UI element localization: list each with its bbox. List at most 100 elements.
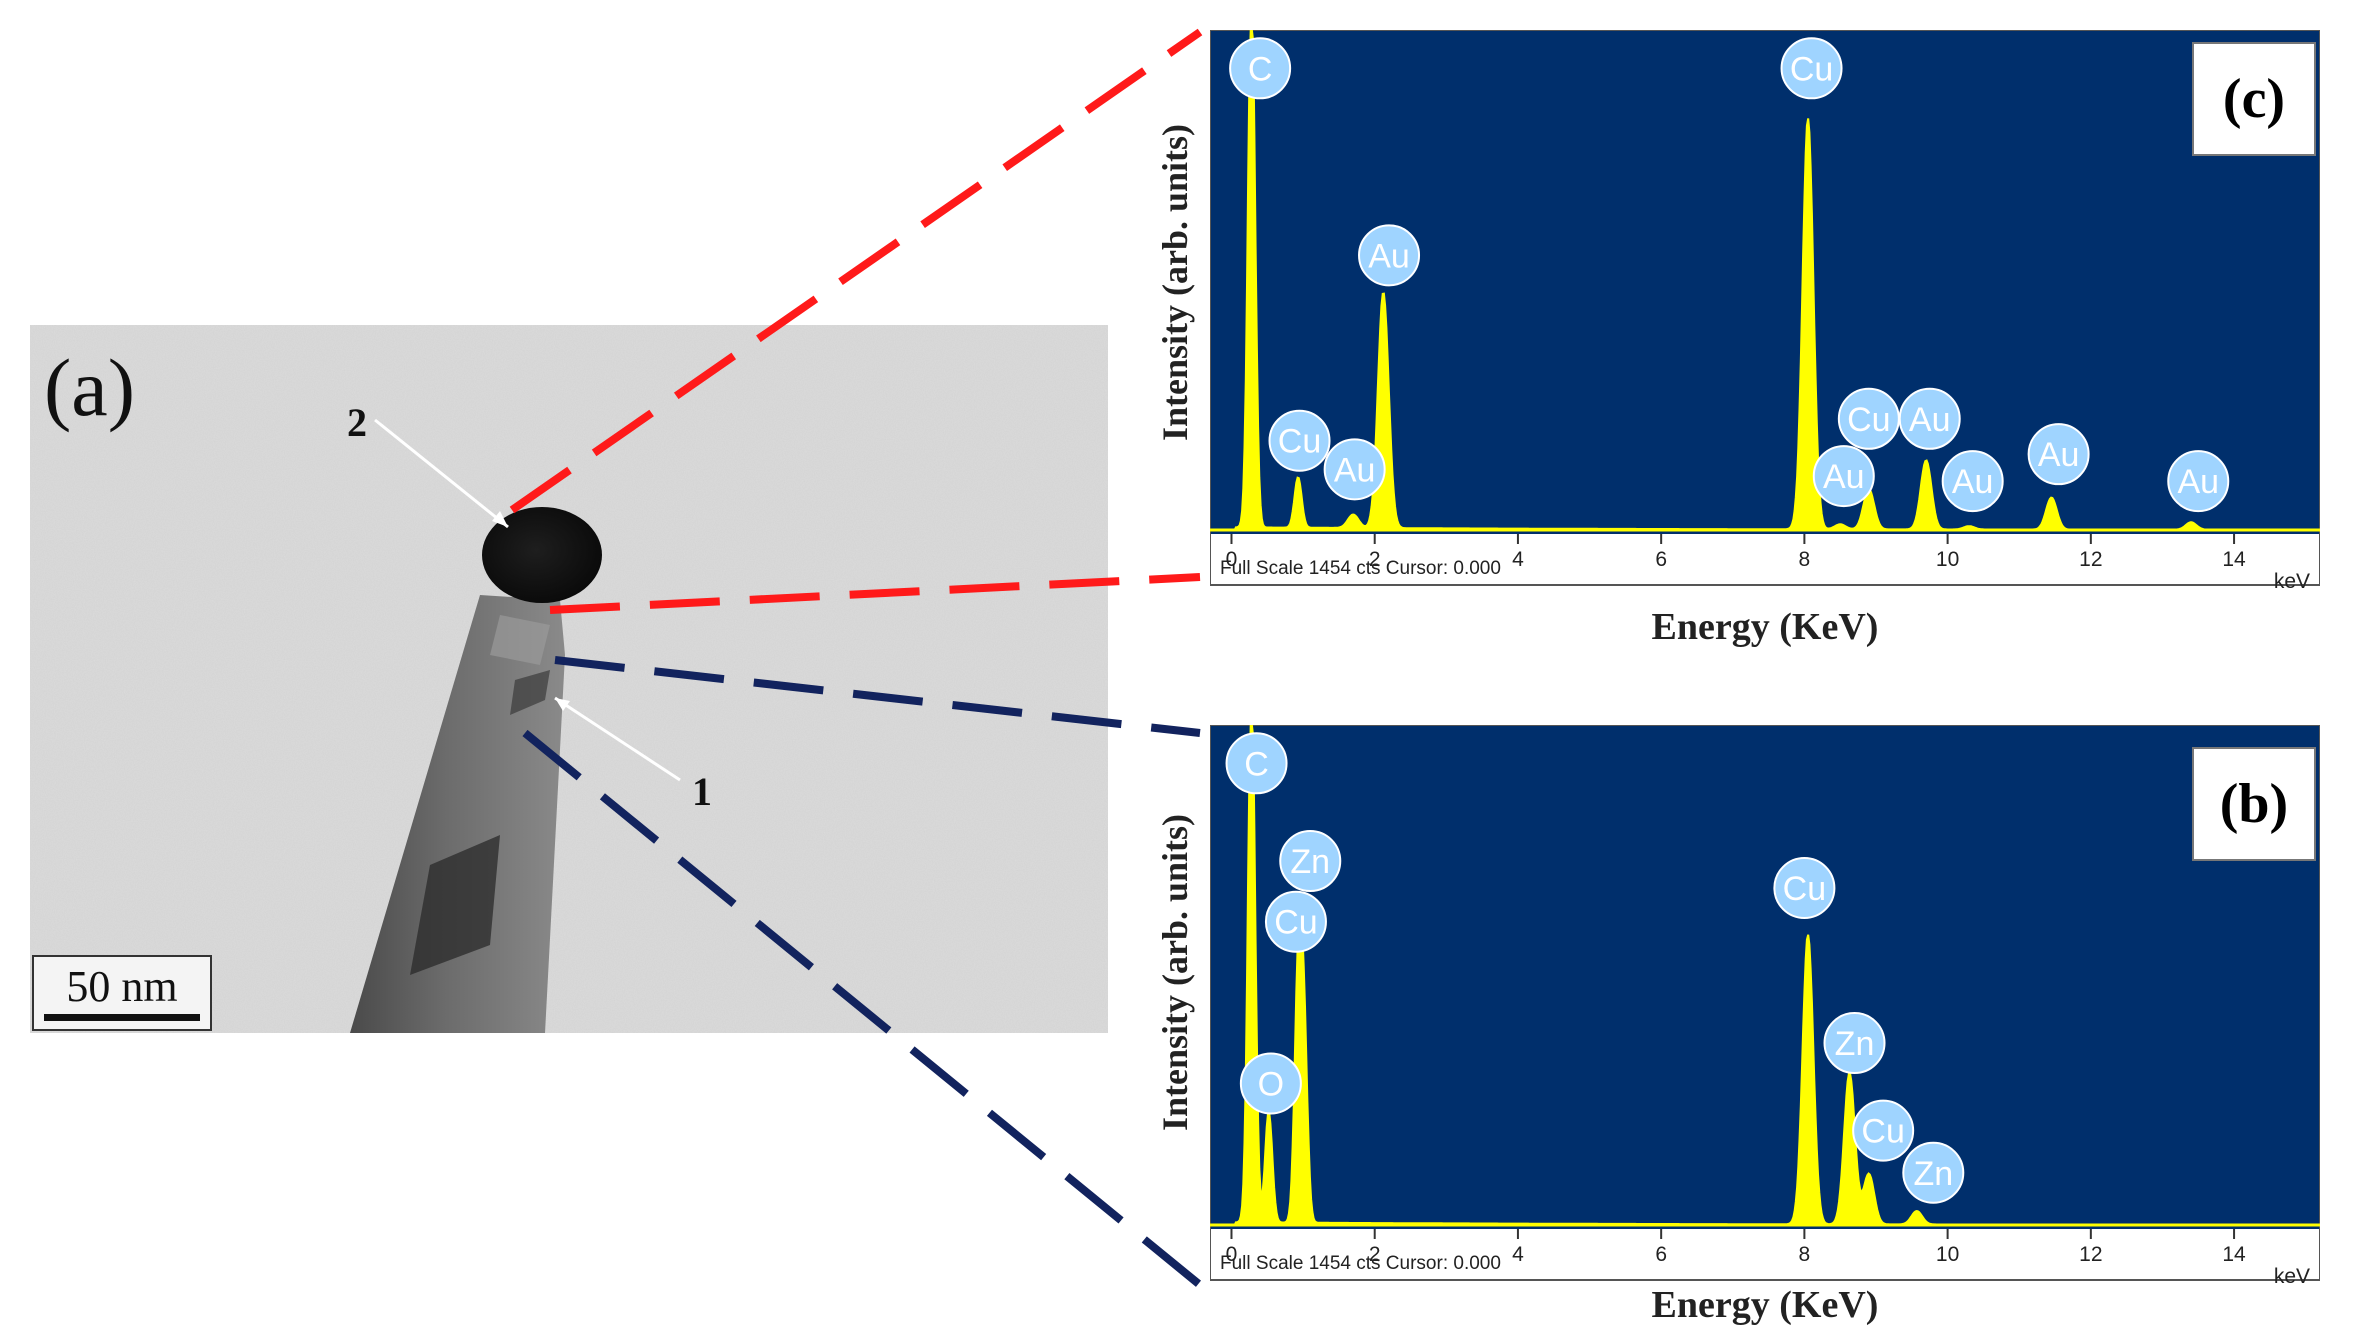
peak-badge-label: Au xyxy=(1368,237,1410,275)
peak-point-Au xyxy=(2050,497,2052,499)
x-tick-label: 4 xyxy=(1512,1243,1524,1266)
peak-badge-Zn: Zn xyxy=(1823,1012,1886,1075)
peak-badge-Cu: Cu xyxy=(1773,856,1836,919)
peak-badge-label: C xyxy=(1248,50,1273,88)
peak-point-Au xyxy=(1968,526,1970,528)
peak-point-Zn xyxy=(1916,1211,1918,1213)
scale-bar-line xyxy=(44,1014,200,1021)
peak-badge-label: Zn xyxy=(1835,1025,1875,1063)
plot-background xyxy=(1210,725,2320,1280)
peak-point-Zn xyxy=(1303,1035,1305,1037)
peak-badge-Zn: Zn xyxy=(1279,830,1342,893)
x-unit-label: keV xyxy=(2274,1265,2310,1288)
peak-badge-label: Cu xyxy=(1790,50,1833,88)
red-callout-top xyxy=(509,28,1203,514)
x-tick-label: 14 xyxy=(2222,548,2246,571)
scale-bar: 50 nm xyxy=(32,955,212,1031)
peak-badge-label: Cu xyxy=(1783,870,1826,908)
tem-background xyxy=(30,325,1108,1033)
peak-badge-Cu: Cu xyxy=(1852,1099,1915,1162)
nanowire-dark-band xyxy=(410,835,500,975)
x-tick-label: 6 xyxy=(1655,548,1667,571)
blue-callout-bottom xyxy=(522,729,1203,1289)
peak-point-Cu xyxy=(1807,118,1809,120)
x-tick-label: 10 xyxy=(1936,548,1959,571)
scale-bar-label: 50 nm xyxy=(66,962,178,1011)
peak-badge-Cu: Cu xyxy=(1268,409,1331,472)
peak-badge-Zn: Zn xyxy=(1902,1141,1965,1204)
red-callout-bottom xyxy=(549,573,1201,614)
peak-point-Cu xyxy=(1807,934,1809,936)
peak-badge-Au: Au xyxy=(2167,450,2230,513)
spectrum-c: Intensity (arb. units) 0 2 4 6 8 10 12 14 keV C Au… xyxy=(1140,20,2340,660)
peak-point-Au xyxy=(1352,516,1354,518)
nanowire-body xyxy=(350,595,565,1033)
marker-1-pointer xyxy=(554,696,681,782)
spectrum-b-footer: Full Scale 1454 cts Cursor: 0.000 xyxy=(1220,1253,1501,1274)
peak-point-Au xyxy=(1925,460,1927,462)
peak-point-Au xyxy=(1382,293,1384,295)
x-tick-label: 2 xyxy=(1369,548,1381,571)
plot-frame xyxy=(1210,725,2320,1281)
nanowire-tip xyxy=(482,507,602,603)
tem-micrograph: (a) 2 1 50 nm xyxy=(30,325,1108,1033)
x-tick-label: 8 xyxy=(1799,548,1811,571)
peak-badge-label: O xyxy=(1258,1065,1284,1103)
panel-label-a: (a) xyxy=(44,342,136,433)
peak-badge-label: Au xyxy=(1334,451,1376,489)
blue-callout-top xyxy=(554,656,1201,737)
peak-badge-label: Cu xyxy=(1274,904,1317,942)
plot-frame xyxy=(1210,30,2320,586)
peak-badge-Au: Au xyxy=(1898,387,1961,450)
peak-badge-label: C xyxy=(1244,745,1269,783)
spectrum-c-panel-label: (c) xyxy=(2192,42,2316,156)
peak-badge-label: Zn xyxy=(1913,1155,1953,1193)
peak-point-Cu xyxy=(1297,478,1299,480)
peak-point-Cu xyxy=(1297,988,1299,990)
x-unit-label: keV xyxy=(2274,570,2310,593)
peak-badge-label: Au xyxy=(1952,463,1994,501)
x-tick-label: 0 xyxy=(1226,548,1238,571)
x-tick-label: 8 xyxy=(1799,1243,1811,1266)
peak-point-Cu xyxy=(1868,1173,1870,1175)
x-tick-label: 4 xyxy=(1512,548,1524,571)
peak-badge-Au: Au xyxy=(1812,445,1875,508)
peak-badge-label: Au xyxy=(2177,463,2219,501)
spectrum-c-footer: Full Scale 1454 cts Cursor: 0.000 xyxy=(1220,558,1501,579)
peak-badge-label: Cu xyxy=(1278,423,1321,461)
peak-point-C xyxy=(1251,725,1253,726)
plot-background xyxy=(1210,30,2320,585)
x-tick-label: 14 xyxy=(2222,1243,2246,1266)
spectrum-c-ylabel: Intensity (arb. units) xyxy=(1155,123,1195,441)
peak-badge-label: Au xyxy=(1823,458,1865,496)
peak-badge-Cu: Cu xyxy=(1837,387,1900,450)
marker-2-label: 2 xyxy=(347,400,367,445)
spectrum-b-xlabel: Energy (KeV) xyxy=(1651,1284,1879,1326)
x-tick-label: 6 xyxy=(1655,1243,1667,1266)
peak-badge-Cu: Cu xyxy=(1780,37,1843,100)
peak-badge-label: Cu xyxy=(1847,401,1890,439)
spectrum-c-xlabel: Energy (KeV) xyxy=(1651,606,1879,648)
spectrum-b-panel-label: (b) xyxy=(2192,747,2316,861)
axis-strip xyxy=(1210,1229,2320,1280)
peak-badge-C: C xyxy=(1225,732,1288,795)
x-tick-label: 0 xyxy=(1226,1243,1238,1266)
x-tick-label: 2 xyxy=(1369,1243,1381,1266)
peak-badge-label: Au xyxy=(1909,401,1951,439)
marker-1-label: 1 xyxy=(692,769,712,814)
spectrum-b: Intensity (arb. units) 0 2 4 6 8 10 12 14 keV C Zn… xyxy=(1140,715,2340,1335)
peak-badge-label: Cu xyxy=(1861,1113,1904,1151)
marker-2-pointer xyxy=(374,418,509,529)
peak-badge-C: C xyxy=(1229,37,1292,100)
peak-point-C xyxy=(1251,30,1253,31)
peak-badge-Au: Au xyxy=(1358,224,1421,287)
peak-badge-Au: Au xyxy=(2027,423,2090,486)
peak-badge-label: Au xyxy=(2038,436,2080,474)
x-tick-label: 10 xyxy=(1936,1243,1959,1266)
peak-point-Au xyxy=(2190,522,2192,524)
axis-strip xyxy=(1210,534,2320,585)
spectrum-b-ylabel: Intensity (arb. units) xyxy=(1155,813,1195,1131)
